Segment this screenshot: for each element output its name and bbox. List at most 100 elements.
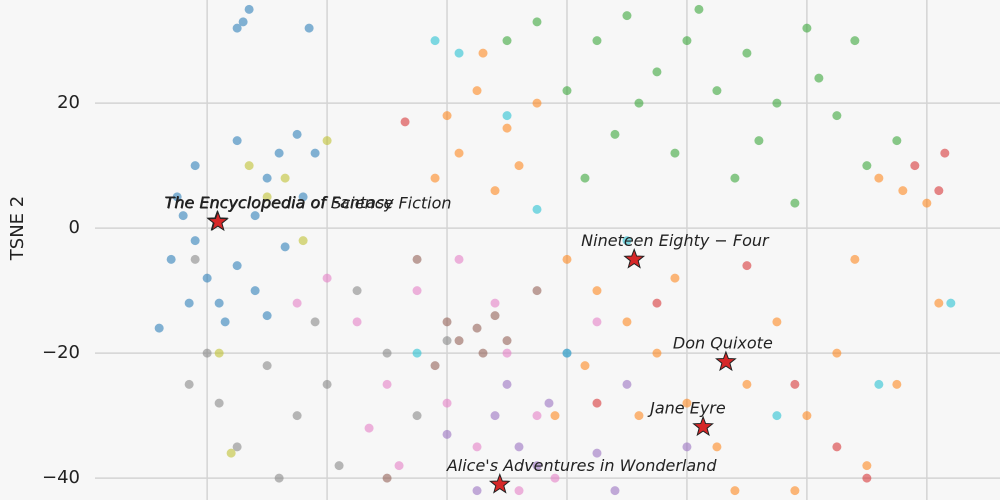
y-tick-label: −20 [42,342,80,363]
point [442,317,452,327]
point [610,129,620,139]
point [454,148,464,158]
point [442,398,452,408]
point [250,286,260,296]
point [166,254,176,264]
point [412,286,422,296]
point [454,336,464,346]
point [610,486,620,496]
point [622,317,632,327]
annotation: Alice's Adventures in Wonderland [446,456,717,475]
point [178,211,188,221]
point [190,236,200,246]
point [322,273,332,283]
point [190,254,200,264]
point [382,379,392,389]
y-tick-label: −40 [42,467,80,488]
point [562,348,572,358]
point [442,429,452,439]
point [490,186,500,196]
point [298,236,308,246]
point [232,442,242,452]
point [682,398,692,408]
point [238,17,248,27]
point [502,36,512,46]
book-marker [623,247,646,269]
point [430,36,440,46]
point [412,348,422,358]
point [514,486,524,496]
point [478,48,488,58]
point [934,186,944,196]
point [220,317,230,327]
annotation: Jane Eyre [647,398,726,417]
point [550,473,560,483]
point [298,192,308,202]
point [472,323,482,333]
point [772,411,782,421]
point [790,379,800,389]
point [532,286,542,296]
point [802,411,812,421]
point [502,111,512,121]
point [214,348,224,358]
point [532,17,542,27]
point [892,379,902,389]
point [652,67,662,77]
point [292,129,302,139]
point [472,86,482,96]
point [232,261,242,271]
point [262,361,272,371]
point [874,379,884,389]
point [742,261,752,271]
point [580,361,590,371]
point [670,273,680,283]
point [790,198,800,208]
book-marker [715,350,737,372]
point [322,136,332,146]
annotation: Don Quixote [673,333,773,352]
point [802,23,812,33]
point [622,379,632,389]
point [190,161,200,171]
point [514,161,524,171]
point [154,323,164,333]
point [274,473,284,483]
point [790,486,800,496]
point [352,286,362,296]
book-marker [488,472,511,494]
point [262,311,272,321]
point [442,111,452,121]
point [454,48,464,58]
point [850,254,860,264]
point [580,173,590,183]
point [592,286,602,296]
point [184,298,194,308]
point [742,48,752,58]
point [352,317,362,327]
point [514,442,524,452]
point [244,161,254,171]
point [232,136,242,146]
point [682,442,692,452]
point [502,348,512,358]
point [430,361,440,371]
point [550,411,560,421]
point [532,461,542,471]
point [472,442,482,452]
book-marker [692,415,714,437]
point [478,348,488,358]
point [490,311,500,321]
point [400,117,410,127]
point [562,254,572,264]
point [472,486,482,496]
point [832,111,842,121]
point [652,298,662,308]
point [532,411,542,421]
point [202,348,212,358]
point [712,442,722,452]
point [262,192,272,202]
